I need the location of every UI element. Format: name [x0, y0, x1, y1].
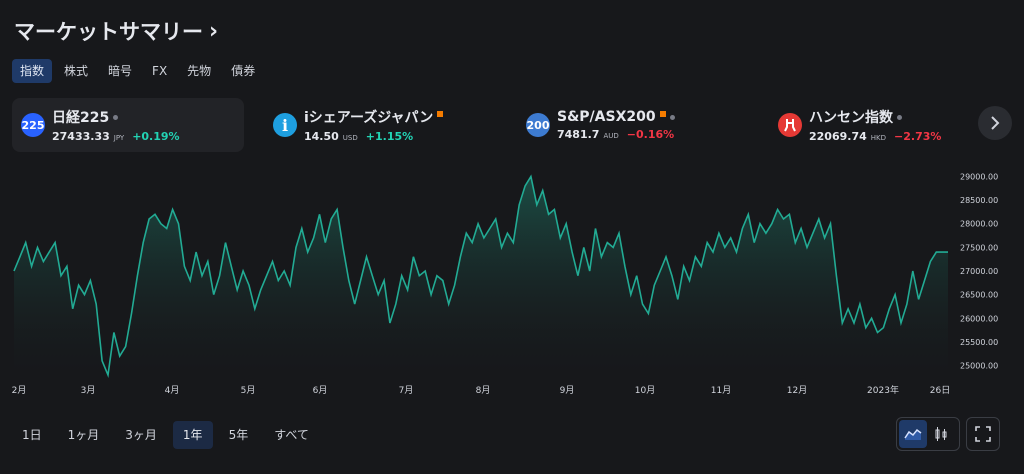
- chevron-right-icon: [991, 116, 1000, 130]
- ticker-card-nikkei[interactable]: 225 日経225 27433.33 JPY +0.19%: [12, 98, 244, 152]
- nikkei-logo-icon: 225: [21, 113, 45, 137]
- y-tick-label: 27000.00: [960, 267, 998, 276]
- ticker-card-ishares-japan[interactable]: i iシェアーズジャパン 14.50 USD +1.15%: [264, 98, 496, 152]
- x-tick-label: 11月: [711, 385, 731, 396]
- y-tick-label: 25500.00: [960, 338, 998, 347]
- ticker-name: iシェアーズジャパン: [304, 110, 434, 126]
- tab-crypto[interactable]: 暗号: [108, 64, 133, 78]
- ticker-card-hang-seng[interactable]: ハンセン指数 22069.74 HKD −2.73%: [769, 98, 969, 152]
- x-tick-label: 5月: [241, 385, 256, 396]
- market-summary-title[interactable]: マーケットサマリー ›: [14, 16, 218, 46]
- ticker-price: 22069.74: [809, 130, 867, 143]
- tab-futures[interactable]: 先物: [187, 64, 212, 78]
- range-1d[interactable]: 1日: [22, 428, 42, 442]
- delayed-data-icon: [437, 111, 444, 117]
- time-range-selector: 1日 1ヶ月 3ヶ月 1年 5年 すべて: [12, 421, 319, 449]
- ticker-currency: AUD: [603, 132, 619, 140]
- ticker-price: 7481.7: [557, 128, 600, 141]
- page-title: マーケットサマリー: [14, 20, 203, 44]
- tab-indices[interactable]: 指数: [12, 59, 53, 83]
- ticker-card-asx200[interactable]: 200 S&P/ASX200 7481.7 AUD −0.16%: [517, 98, 749, 152]
- range-1y[interactable]: 1年: [172, 421, 213, 449]
- y-tick-label: 28000.00: [960, 220, 998, 229]
- status-dot-icon: [897, 114, 902, 120]
- ticker-change: +1.15%: [365, 130, 414, 143]
- candlestick-chart-button[interactable]: [927, 420, 955, 448]
- candlestick-icon: [935, 427, 947, 441]
- area-chart-icon: [904, 428, 922, 440]
- fullscreen-icon: [975, 426, 991, 442]
- x-tick-label: 26日: [930, 385, 950, 396]
- ticker-name: S&P/ASX200: [557, 109, 656, 125]
- x-tick-label: 9月: [560, 385, 575, 396]
- ticker-name: ハンセン指数: [809, 110, 893, 126]
- ticker-price: 27433.33: [52, 130, 110, 143]
- price-chart-svg: 29000.00 28500.00 28000.00 27500.00 27000.00…: [12, 172, 999, 396]
- status-dot-icon: [113, 114, 119, 120]
- range-1m[interactable]: 1ヶ月: [67, 428, 100, 442]
- category-tabs: 指数 株式 暗号 FX 先物 債券: [12, 59, 263, 83]
- x-tick-label: 4月: [165, 385, 180, 396]
- carousel-next-button[interactable]: [978, 106, 1012, 140]
- area-chart-button[interactable]: [899, 420, 927, 448]
- tab-fx[interactable]: FX: [152, 64, 168, 78]
- x-tick-label: 10月: [635, 385, 655, 396]
- ticker-currency: JPY: [113, 134, 125, 142]
- price-area-fill: [14, 176, 948, 375]
- price-line: [13, 174, 948, 379]
- asx200-logo-icon: 200: [526, 113, 550, 137]
- ticker-change: +0.19%: [132, 130, 180, 143]
- ticker-currency: HKD: [870, 134, 887, 142]
- chart-type-toggle: [896, 417, 960, 451]
- ticker-change: −0.16%: [626, 128, 675, 141]
- x-tick-label: 2月: [12, 385, 27, 396]
- x-tick-label: 12月: [787, 385, 807, 396]
- tab-stocks[interactable]: 株式: [64, 64, 89, 78]
- x-tick-label: 8月: [476, 385, 491, 396]
- x-tick-label: 6月: [313, 385, 328, 396]
- tab-bonds[interactable]: 債券: [231, 64, 256, 78]
- ticker-currency: USD: [342, 134, 358, 142]
- fullscreen-button[interactable]: [966, 417, 1000, 451]
- ticker-carousel: 225 日経225 27433.33 JPY +0.19% i iシェアーズジャ…: [12, 98, 1022, 152]
- x-tick-label: 3月: [81, 385, 96, 396]
- x-tick-label: 7月: [399, 385, 414, 396]
- ticker-change: −2.73%: [894, 130, 942, 143]
- y-tick-label: 27500.00: [960, 243, 998, 252]
- x-tick-label: 2023年: [867, 384, 899, 396]
- y-tick-label: 25000.00: [960, 362, 998, 371]
- range-all[interactable]: すべて: [274, 428, 309, 442]
- y-tick-label: 29000.00: [960, 172, 998, 181]
- y-tick-label: 28500.00: [960, 196, 998, 205]
- ticker-name: 日経225: [52, 110, 110, 126]
- delayed-data-icon: [659, 111, 666, 117]
- range-5y[interactable]: 5年: [228, 428, 249, 442]
- status-dot-icon: [669, 114, 675, 120]
- range-3m[interactable]: 3ヶ月: [125, 428, 157, 442]
- ticker-price: 14.50: [304, 130, 339, 143]
- ishares-logo-icon: i: [273, 113, 297, 137]
- hang-seng-logo-icon: [778, 113, 802, 137]
- price-chart[interactable]: 29000.00 28500.00 28000.00 27500.00 27000.00…: [0, 165, 1024, 400]
- y-tick-label: 26500.00: [960, 291, 998, 300]
- chevron-right-icon: ›: [209, 18, 219, 44]
- y-tick-label: 26000.00: [960, 314, 998, 323]
